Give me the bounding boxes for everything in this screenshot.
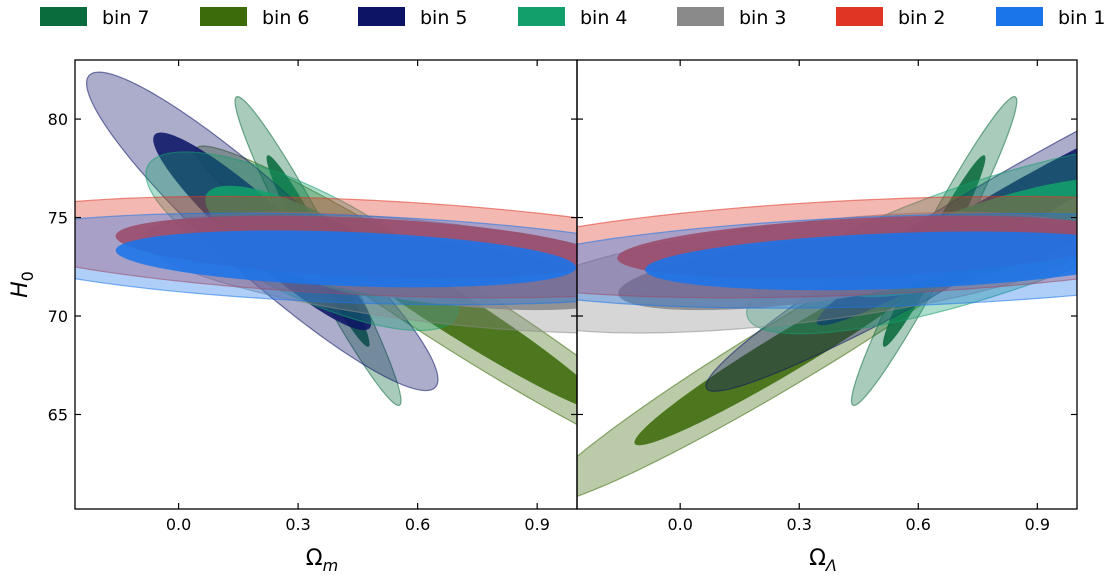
plot-area-right [577,96,1077,497]
x-tick-label: 0.3 [285,515,310,534]
legend-swatch-bin-4 [518,7,565,26]
x-axis-label-main: Ω [809,546,826,571]
y-tick-label: 65 [48,405,68,424]
legend-swatch-bin-6 [200,7,247,26]
contour-bin-1-inner [645,231,1077,291]
left-panel: 0.0 0.3 0.6 0.9 65 70 75 80 Ωm H0 [8,59,578,575]
x-axis-label-main: Ω [306,546,323,571]
y-axis-label-sub: 0 [18,271,37,281]
legend-swatch-bin-2 [836,7,883,26]
legend-label: bin 2 [898,7,946,29]
legend-label: bin 4 [580,7,628,29]
y-tick-label: 80 [48,110,68,129]
x-axis-label-left: Ωm [306,546,338,575]
x-tick-label: 0.6 [906,515,931,534]
x-axis-label-right: ΩΛ [809,546,837,575]
y-tick-label: 70 [48,307,68,326]
x-tick-label: 0.9 [524,515,549,534]
x-tick-label: 0.3 [786,515,811,534]
axes-frame-right [576,59,1078,510]
y-axis-label-main: H [8,281,33,298]
contour-bin-1-inner [115,230,577,288]
legend-swatch-bin-1 [996,7,1043,26]
legend-label: bin 6 [262,7,310,29]
plot-area-left [75,71,577,426]
legend-swatch-bin-7 [40,7,87,26]
legend-swatch-bin-5 [358,7,405,26]
x-tick-label: 0.0 [166,515,191,534]
legend-swatch-bin-3 [677,7,724,26]
legend-label: bin 5 [420,7,468,29]
legend: bin 7 bin 6 bin 5 bin 4 bin 3 bin 2 bin 1 [40,7,1106,29]
legend-label: bin 1 [1058,7,1106,29]
x-tick-label: 0.6 [405,515,430,534]
right-panel: 0.0 0.3 0.6 0.9 ΩΛ [576,59,1078,575]
x-tick-label: 0.0 [667,515,692,534]
y-axis-label: H0 [8,271,37,298]
legend-label: bin 7 [102,7,150,29]
x-axis-label-sub: Λ [824,556,837,575]
x-tick-label: 0.9 [1025,515,1050,534]
x-axis-label-sub: m [323,556,339,575]
legend-label: bin 3 [739,7,787,29]
y-tick-label: 75 [48,209,68,228]
